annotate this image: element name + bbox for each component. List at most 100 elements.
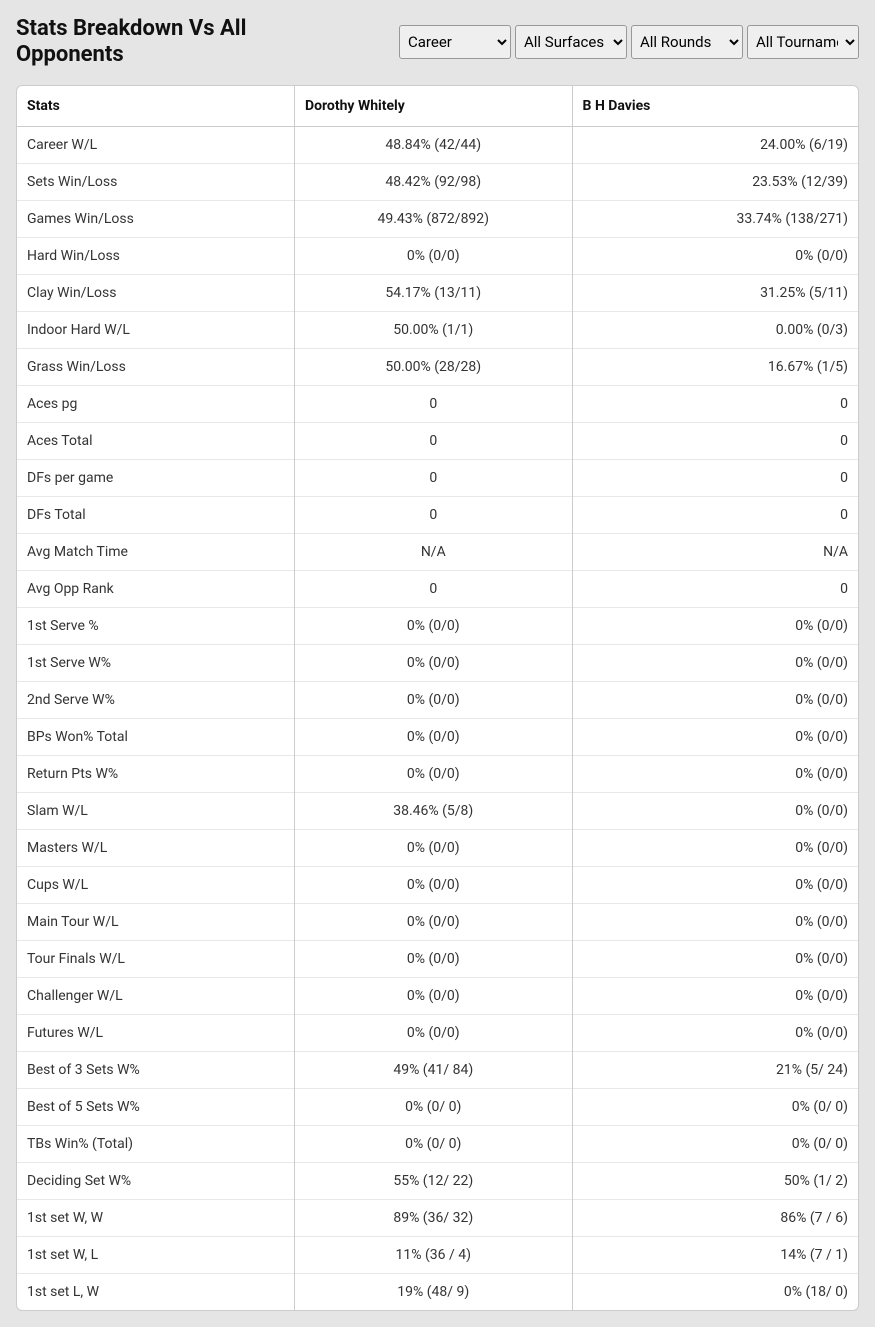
table-row: 2nd Serve W%0% (0/0)0% (0/0) [17,681,858,718]
stat-label: 1st set W, L [17,1236,295,1273]
player1-value: 0% (0/0) [295,1014,573,1051]
table-row: 1st Serve %0% (0/0)0% (0/0) [17,607,858,644]
table-row: DFs Total00 [17,496,858,533]
player2-value: 0 [572,385,858,422]
player1-value: 49% (41/ 84) [295,1051,573,1088]
stat-label: 1st set W, W [17,1199,295,1236]
page-title: Stats Breakdown Vs All Opponents [16,16,316,69]
stat-label: DFs Total [17,496,295,533]
stat-label: Best of 3 Sets W% [17,1051,295,1088]
player1-value: 0% (0/0) [295,755,573,792]
stat-label: Return Pts W% [17,755,295,792]
player2-value: 0% (0/0) [572,903,858,940]
stat-label: Career W/L [17,126,295,163]
stat-label: Slam W/L [17,792,295,829]
player1-value: 0 [295,459,573,496]
stat-label: Futures W/L [17,1014,295,1051]
player2-value: 0% (0/0) [572,237,858,274]
player2-value: 21% (5/ 24) [572,1051,858,1088]
stat-label: 1st Serve W% [17,644,295,681]
player2-value: 16.67% (1/5) [572,348,858,385]
player1-value: 0% (0/0) [295,903,573,940]
table-header-row: Stats Dorothy Whitely B H Davies [17,86,858,127]
header-bar: Stats Breakdown Vs All Opponents Career … [0,0,875,85]
player1-value: 19% (48/ 9) [295,1273,573,1310]
table-row: Clay Win/Loss54.17% (13/11)31.25% (5/11) [17,274,858,311]
player1-value: 50.00% (1/1) [295,311,573,348]
player2-value: 0 [572,496,858,533]
stat-label: Clay Win/Loss [17,274,295,311]
stat-label: DFs per game [17,459,295,496]
col-header-player2: B H Davies [572,86,858,127]
table-row: Aces pg00 [17,385,858,422]
table-row: Indoor Hard W/L50.00% (1/1)0.00% (0/3) [17,311,858,348]
player2-value: 0% (0/0) [572,607,858,644]
stat-label: Indoor Hard W/L [17,311,295,348]
player1-value: 0 [295,496,573,533]
player2-value: 0% (0/0) [572,755,858,792]
table-row: Games Win/Loss49.43% (872/892)33.74% (13… [17,200,858,237]
stat-label: Cups W/L [17,866,295,903]
table-row: Challenger W/L0% (0/0)0% (0/0) [17,977,858,1014]
surface-select[interactable]: All Surfaces [515,25,627,59]
player1-value: 38.46% (5/8) [295,792,573,829]
table-row: Tour Finals W/L0% (0/0)0% (0/0) [17,940,858,977]
stat-label: Avg Match Time [17,533,295,570]
table-row: DFs per game00 [17,459,858,496]
player2-value: 31.25% (5/11) [572,274,858,311]
player1-value: 54.17% (13/11) [295,274,573,311]
table-row: 1st set W, L11% (36 / 4)14% (7 / 1) [17,1236,858,1273]
table-row: Avg Match TimeN/AN/A [17,533,858,570]
table-row: Deciding Set W%55% (12/ 22)50% (1/ 2) [17,1162,858,1199]
player1-value: 0% (0/0) [295,237,573,274]
player2-value: 0% (0/0) [572,1014,858,1051]
table-row: Grass Win/Loss50.00% (28/28)16.67% (1/5) [17,348,858,385]
table-row: Return Pts W%0% (0/0)0% (0/0) [17,755,858,792]
player1-value: 11% (36 / 4) [295,1236,573,1273]
stats-table-card: Stats Dorothy Whitely B H Davies Career … [16,85,859,1311]
player1-value: 0% (0/0) [295,977,573,1014]
player1-value: 0% (0/0) [295,940,573,977]
stats-table: Stats Dorothy Whitely B H Davies Career … [17,86,858,1310]
col-header-stats: Stats [17,86,295,127]
stat-label: Challenger W/L [17,977,295,1014]
rounds-select[interactable]: All Rounds [631,25,743,59]
player1-value: 48.42% (92/98) [295,163,573,200]
period-select[interactable]: Career [399,25,511,59]
table-row: Slam W/L38.46% (5/8)0% (0/0) [17,792,858,829]
player1-value: 0% (0/0) [295,866,573,903]
player2-value: 14% (7 / 1) [572,1236,858,1273]
stat-label: 1st set L, W [17,1273,295,1310]
player2-value: 0 [572,422,858,459]
stat-label: Sets Win/Loss [17,163,295,200]
stat-label: Main Tour W/L [17,903,295,940]
table-row: 1st set L, W19% (48/ 9)0% (18/ 0) [17,1273,858,1310]
table-row: BPs Won% Total0% (0/0)0% (0/0) [17,718,858,755]
player1-value: 49.43% (872/892) [295,200,573,237]
stat-label: Games Win/Loss [17,200,295,237]
stat-label: Masters W/L [17,829,295,866]
player2-value: 0% (0/ 0) [572,1125,858,1162]
player2-value: 33.74% (138/271) [572,200,858,237]
player1-value: 0% (0/0) [295,829,573,866]
player1-value: 50.00% (28/28) [295,348,573,385]
player1-value: 0 [295,422,573,459]
player2-value: 0% (0/0) [572,977,858,1014]
player2-value: 0% (0/0) [572,866,858,903]
player2-value: 0% (0/ 0) [572,1088,858,1125]
player2-value: 0 [572,459,858,496]
player2-value: 0 [572,570,858,607]
table-row: Avg Opp Rank00 [17,570,858,607]
player2-value: 86% (7 / 6) [572,1199,858,1236]
player1-value: N/A [295,533,573,570]
tournament-select[interactable]: All Tournaments [747,25,859,59]
player1-value: 0 [295,385,573,422]
player2-value: 0% (0/0) [572,829,858,866]
player1-value: 0% (0/ 0) [295,1088,573,1125]
table-row: 1st Serve W%0% (0/0)0% (0/0) [17,644,858,681]
player2-value: 24.00% (6/19) [572,126,858,163]
player1-value: 0% (0/0) [295,681,573,718]
player2-value: 0% (0/0) [572,644,858,681]
player1-value: 0% (0/ 0) [295,1125,573,1162]
player2-value: 0% (0/0) [572,681,858,718]
